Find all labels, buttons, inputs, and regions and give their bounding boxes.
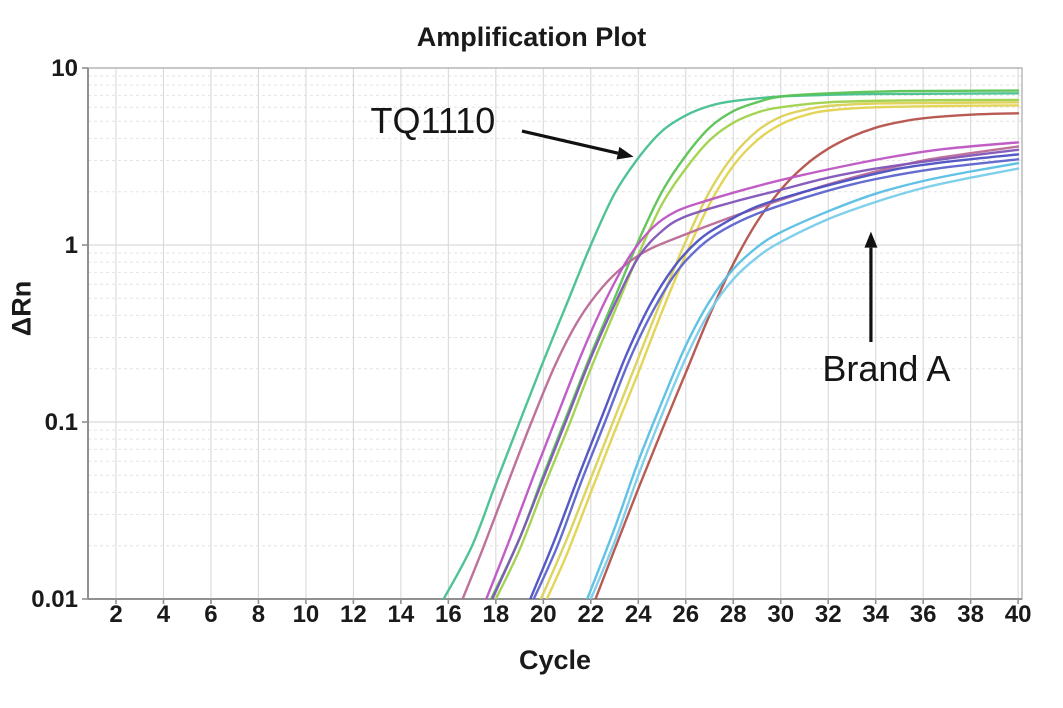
chart-title: Amplification Plot bbox=[416, 22, 647, 52]
x-tick-label: 2 bbox=[109, 601, 122, 628]
x-tick-label: 34 bbox=[862, 601, 889, 628]
curve-brandA-rep6 bbox=[586, 162, 1020, 599]
x-tick-label: 28 bbox=[720, 601, 747, 628]
x-tick-label: 18 bbox=[482, 601, 509, 628]
x-axis-title: Cycle bbox=[518, 645, 592, 675]
x-tick-label: 20 bbox=[530, 601, 557, 628]
x-tick-label: 38 bbox=[957, 601, 984, 628]
annotation-arrowhead bbox=[616, 146, 634, 160]
curve-tq1110-rep5 bbox=[545, 104, 1020, 599]
curve-tq1110-rep4 bbox=[539, 101, 1020, 599]
y-tick-label: 0.1 bbox=[45, 409, 78, 436]
x-tick-label: 40 bbox=[1005, 601, 1032, 628]
curve-tq1110-rep2 bbox=[489, 89, 1020, 599]
annotation-arrows bbox=[521, 129, 878, 343]
annotation-tq1110-label: TQ1110 bbox=[370, 99, 496, 141]
curve-brandA-rep7 bbox=[589, 167, 1020, 599]
x-tick-label: 32 bbox=[815, 601, 842, 628]
x-tick-label: 24 bbox=[625, 601, 652, 628]
y-tick-label: 1 bbox=[65, 232, 78, 259]
x-tick-label: 26 bbox=[672, 601, 699, 628]
x-tick-label: 6 bbox=[204, 601, 217, 628]
x-tick-label: 22 bbox=[577, 601, 604, 628]
curve-brandA-rep4 bbox=[529, 153, 1020, 599]
curve-brandA-rep5 bbox=[532, 158, 1020, 599]
axis-ticks: 2 4 6 8 10 12 14 16 18 20 22 24 26 28 30 32 34 36 38 401010… bbox=[31, 55, 1031, 628]
x-tick-label: 12 bbox=[340, 601, 367, 628]
annotation-arrowhead bbox=[864, 231, 878, 248]
x-tick-label: 14 bbox=[388, 601, 415, 628]
minor-gridlines bbox=[88, 75, 1022, 547]
x-tick-label: 30 bbox=[767, 601, 794, 628]
annotation-arrow-line bbox=[521, 129, 619, 155]
y-tick-label: 0.01 bbox=[31, 586, 78, 613]
annotation-brand-a-label: Brand A bbox=[822, 347, 951, 389]
x-tick-label: 8 bbox=[252, 601, 265, 628]
y-tick-label: 10 bbox=[51, 55, 78, 82]
x-tick-label: 16 bbox=[435, 601, 462, 628]
curve-tq1110-rep1 bbox=[442, 92, 1020, 599]
x-tick-label: 10 bbox=[293, 601, 320, 628]
x-tick-label: 4 bbox=[157, 601, 171, 628]
curve-tq1110-rep6 bbox=[594, 112, 1020, 599]
curve-brandA-rep1 bbox=[461, 145, 1020, 599]
curve-brandA-rep2 bbox=[485, 141, 1020, 599]
curve-tq1110-rep3 bbox=[494, 98, 1020, 599]
curve-brandA-rep3 bbox=[491, 148, 1020, 599]
x-tick-label: 36 bbox=[910, 601, 937, 628]
amplification-curves bbox=[442, 89, 1020, 599]
